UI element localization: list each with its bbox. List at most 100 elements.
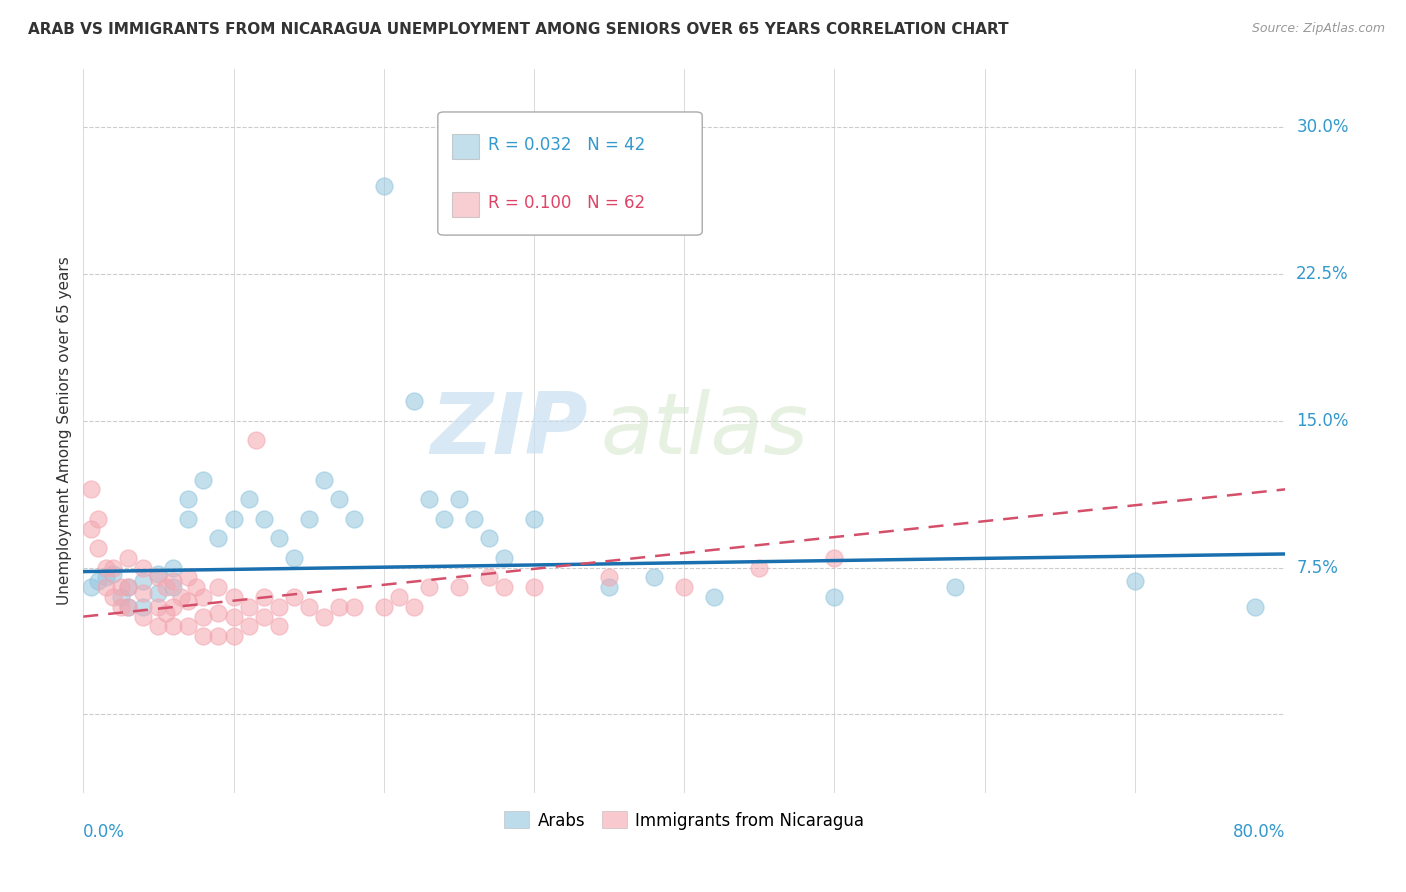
Text: 80.0%: 80.0% [1233,823,1285,841]
Point [162,580,184,594]
Point [298,599,321,614]
Point [222,512,245,526]
Point [132,560,155,574]
Point [87,574,110,589]
Point [148,570,170,584]
Point [283,590,305,604]
Point [252,512,274,526]
FancyBboxPatch shape [453,134,478,159]
Point [343,512,366,526]
Y-axis label: Unemployment Among Seniors over 65 years: Unemployment Among Seniors over 65 years [58,256,72,605]
Point [207,606,229,620]
Point [463,512,485,526]
Point [598,570,620,584]
Point [162,574,184,589]
Point [402,394,425,409]
Point [267,599,290,614]
Point [94,580,117,594]
Point [1244,599,1267,614]
Point [117,599,139,614]
Point [238,599,260,614]
Point [478,570,501,584]
Point [598,580,620,594]
Point [110,599,132,614]
Point [207,629,229,643]
Point [117,580,139,594]
Point [193,473,215,487]
Point [80,522,103,536]
Point [748,560,770,574]
Point [148,619,170,633]
Point [267,619,290,633]
Point [703,590,725,604]
Point [238,619,260,633]
Point [103,560,125,574]
Point [110,590,132,604]
Point [193,590,215,604]
Point [252,609,274,624]
Point [177,570,200,584]
FancyBboxPatch shape [453,192,478,217]
Point [222,629,245,643]
Point [148,586,170,600]
Point [418,580,440,594]
Point [184,580,207,594]
Point [643,570,665,584]
Point [238,492,260,507]
Point [1123,574,1146,589]
Point [823,590,845,604]
Text: 7.5%: 7.5% [1296,558,1339,576]
Text: R = 0.100   N = 62: R = 0.100 N = 62 [488,194,645,211]
Point [222,609,245,624]
Point [132,586,155,600]
Point [148,566,170,581]
Text: ZIP: ZIP [430,389,588,472]
Point [312,609,335,624]
Point [132,574,155,589]
Point [373,599,395,614]
Point [193,609,215,624]
Text: R = 0.032   N = 42: R = 0.032 N = 42 [488,136,645,153]
Point [433,512,456,526]
Point [177,619,200,633]
Point [267,531,290,545]
Point [492,550,515,565]
Point [103,566,125,581]
Point [94,570,117,584]
Point [252,590,274,604]
Point [177,594,200,608]
Point [402,599,425,614]
Text: 30.0%: 30.0% [1296,119,1348,136]
Point [87,541,110,555]
Point [447,580,470,594]
Point [492,580,515,594]
Text: 15.0%: 15.0% [1296,412,1348,430]
Point [312,473,335,487]
Point [110,580,132,594]
Legend: Arabs, Immigrants from Nicaragua: Arabs, Immigrants from Nicaragua [498,805,870,836]
Point [478,531,501,545]
Point [117,599,139,614]
Text: 0.0%: 0.0% [83,823,125,841]
Point [117,550,139,565]
Point [94,560,117,574]
Point [943,580,966,594]
Point [177,492,200,507]
Point [80,483,103,497]
Point [162,599,184,614]
Point [673,580,696,594]
Point [80,580,103,594]
Point [207,580,229,594]
Point [373,178,395,193]
Point [170,590,193,604]
Text: ARAB VS IMMIGRANTS FROM NICARAGUA UNEMPLOYMENT AMONG SENIORS OVER 65 YEARS CORRE: ARAB VS IMMIGRANTS FROM NICARAGUA UNEMPL… [28,22,1008,37]
Point [523,512,546,526]
Point [117,580,139,594]
Point [447,492,470,507]
Point [132,609,155,624]
Point [283,550,305,565]
Point [148,599,170,614]
Point [162,560,184,574]
Point [103,590,125,604]
Text: 22.5%: 22.5% [1296,265,1348,283]
